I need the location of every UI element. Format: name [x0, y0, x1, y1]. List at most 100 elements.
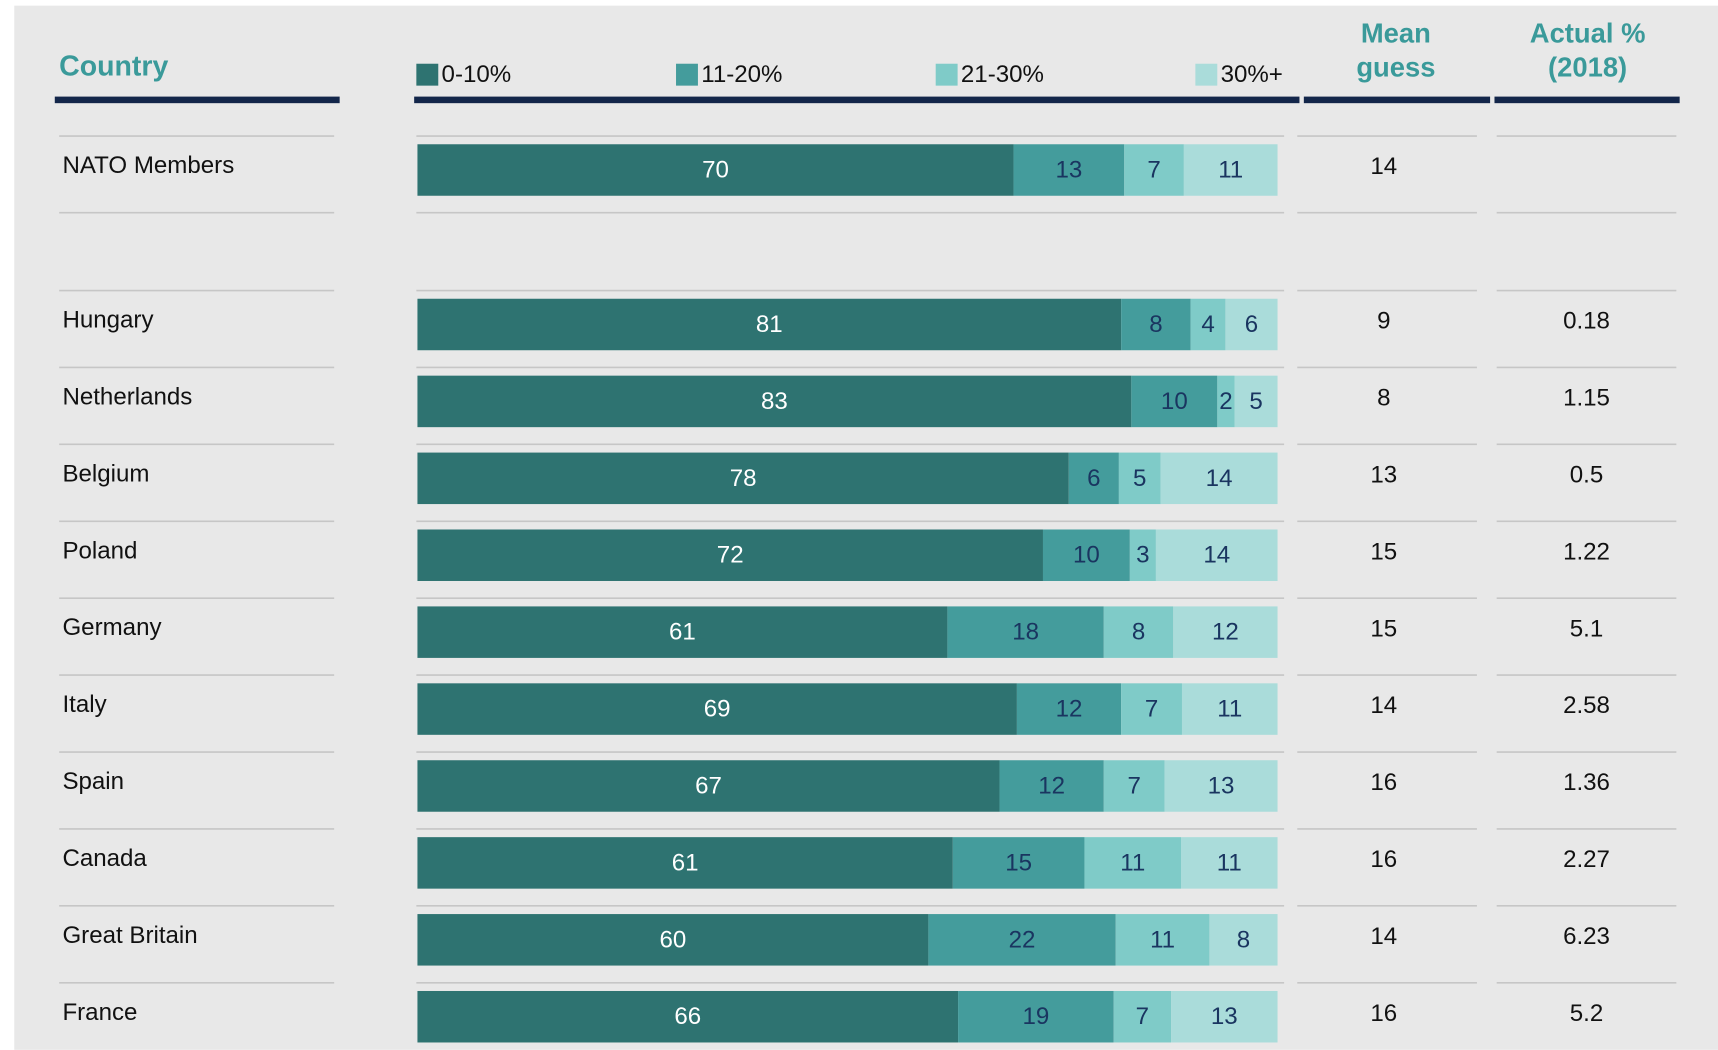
bar-label: 4	[1201, 311, 1214, 338]
bar-label: 61	[672, 849, 699, 876]
bar-label: 7	[1127, 772, 1140, 799]
actual-header: (2018)	[1548, 51, 1627, 82]
legend-label: 21-30%	[961, 61, 1044, 88]
bar-segment	[1084, 837, 1182, 889]
bar-label: 60	[660, 926, 687, 953]
mean-header: Mean	[1361, 17, 1431, 48]
bar-segment	[1173, 606, 1278, 658]
bar-label: 14	[1203, 542, 1230, 569]
bar-label: 13	[1211, 1003, 1238, 1030]
mean-guess: 15	[1370, 538, 1397, 565]
bar-segment	[1113, 990, 1172, 1043]
actual-header: Actual %	[1530, 17, 1646, 48]
bar-label: 11	[1218, 156, 1243, 183]
bar-label: 61	[669, 619, 696, 646]
mean-guess: 8	[1377, 385, 1390, 412]
bar-label: 10	[1073, 542, 1100, 569]
bar-label: 67	[695, 772, 722, 799]
legend-label: 30%+	[1221, 61, 1283, 88]
country-label: Great Britain	[62, 922, 197, 949]
actual-value: 1.22	[1563, 538, 1610, 565]
mean-guess: 14	[1370, 692, 1397, 719]
bar-segment	[1164, 760, 1278, 812]
actual-value: 0.5	[1570, 461, 1604, 488]
bar-segment	[417, 144, 1014, 196]
bar-segment	[1131, 375, 1218, 428]
bar-label: 83	[761, 388, 788, 415]
bar-label: 11	[1217, 696, 1242, 723]
bar-label: 10	[1161, 388, 1188, 415]
actual-value: 2.27	[1563, 846, 1610, 873]
mean-header: guess	[1356, 51, 1435, 82]
bar-segment	[1155, 529, 1278, 581]
bar-segment	[1115, 914, 1210, 966]
mean-guess: 9	[1377, 308, 1390, 335]
country-label: Germany	[62, 614, 161, 641]
bar-segment	[417, 837, 953, 889]
legend-swatch	[416, 63, 439, 86]
bar-label: 6	[1245, 311, 1258, 338]
bar-label: 22	[1009, 926, 1036, 953]
country-label: Netherlands	[62, 383, 192, 410]
bar-segment	[1160, 452, 1278, 505]
country-label: Hungary	[62, 307, 153, 334]
bar-segment	[1121, 683, 1182, 735]
country-header: Country	[59, 51, 168, 83]
legend-swatch	[935, 63, 958, 86]
bar-label: 3	[1136, 542, 1149, 569]
bar-label: 7	[1145, 696, 1158, 723]
mean-guess: 14	[1370, 153, 1397, 180]
bar-segment	[1225, 298, 1278, 351]
bar-segment	[1190, 298, 1226, 351]
actual-value: 5.2	[1570, 1000, 1604, 1027]
bar-label: 5	[1249, 388, 1262, 415]
bar-label: 8	[1149, 311, 1162, 338]
actual-value: 2.58	[1563, 692, 1610, 719]
bar-segment	[417, 529, 1043, 581]
bar-label: 70	[702, 156, 729, 183]
bar-segment	[1013, 144, 1125, 196]
bar-segment	[1068, 452, 1119, 505]
actual-value: 1.15	[1563, 385, 1610, 412]
bar-segment	[958, 990, 1114, 1043]
legend-label: 0-10%	[442, 61, 512, 88]
bar-segment	[1118, 452, 1161, 505]
country-label: France	[62, 999, 137, 1026]
bar-label: 12	[1056, 696, 1083, 723]
bar-segment	[952, 837, 1085, 889]
actual-value: 5.1	[1570, 615, 1604, 642]
bar-segment	[999, 760, 1104, 812]
bar-label: 8	[1132, 619, 1145, 646]
bar-label: 7	[1136, 1003, 1149, 1030]
country-label: Italy	[62, 691, 106, 718]
bar-label: 5	[1133, 465, 1146, 492]
bar-label: 14	[1206, 465, 1233, 492]
bar-segment	[417, 606, 948, 658]
mean-guess: 16	[1370, 846, 1397, 873]
bar-segment	[417, 914, 929, 966]
bar-label: 13	[1056, 156, 1083, 183]
actual-value: 0.18	[1563, 308, 1610, 335]
bar-segment	[1171, 990, 1278, 1043]
bar-label: 18	[1012, 619, 1039, 646]
bar-label: 69	[704, 696, 731, 723]
bar-label: 12	[1212, 619, 1239, 646]
bar-segment	[1181, 837, 1278, 889]
bar-segment	[1124, 144, 1184, 196]
country-label: NATO Members	[62, 152, 234, 179]
bar-segment	[417, 683, 1017, 735]
bar-label: 11	[1120, 849, 1145, 876]
bar-segment	[1103, 760, 1165, 812]
bar-label: 15	[1005, 849, 1032, 876]
bar-label: 12	[1038, 772, 1065, 799]
actual-value: 6.23	[1563, 923, 1610, 950]
bar-segment	[417, 375, 1132, 428]
bar-segment	[1129, 529, 1156, 581]
bar-label: 78	[730, 465, 757, 492]
bar-segment	[1181, 683, 1278, 735]
actual-value: 1.36	[1563, 769, 1610, 796]
country-label: Spain	[62, 768, 124, 795]
mean-guess: 14	[1370, 923, 1397, 950]
